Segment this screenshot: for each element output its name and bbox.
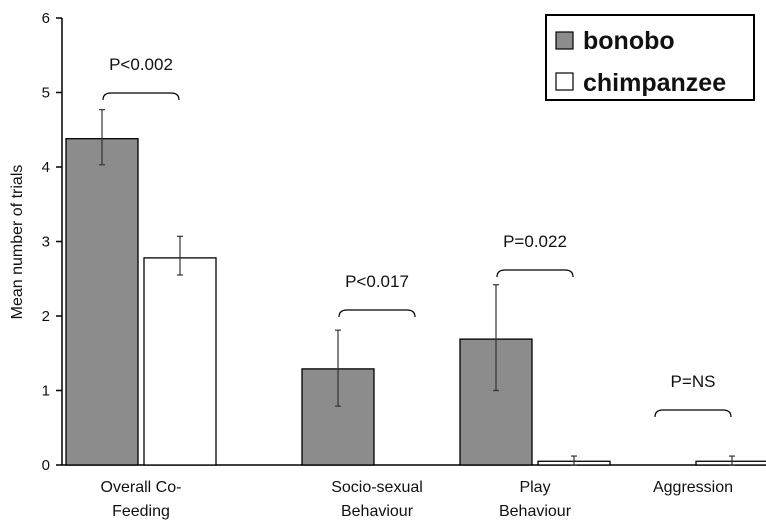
legend-label-bonobo: bonobo (583, 27, 675, 55)
significance-bracket (338, 309, 416, 318)
legend: bonobo chimpanzee (545, 14, 755, 101)
y-tick-label: 5 (42, 85, 50, 102)
x-category-label: Feeding (112, 503, 170, 520)
y-tick-label: 3 (42, 234, 50, 251)
y-tick-label: 2 (42, 308, 50, 325)
x-category-label: Play (519, 479, 550, 496)
significance-label: P<0.002 (109, 55, 173, 74)
significance-bracket (102, 92, 180, 101)
legend-label-chimpanzee: chimpanzee (583, 69, 726, 97)
y-tick-label: 4 (42, 159, 50, 176)
bar-bonobo-1 (301, 368, 375, 466)
x-category-label: Behaviour (341, 503, 414, 520)
bar-bonobo-0 (65, 138, 139, 466)
x-category-label: Behaviour (499, 503, 572, 520)
significance-label: P=0.022 (503, 232, 567, 251)
y-tick-label: 1 (42, 383, 50, 400)
legend-swatch-bonobo (555, 31, 574, 50)
significance-label: P=NS (671, 372, 716, 391)
legend-box (545, 14, 755, 101)
significance-bracket (496, 269, 574, 278)
plot-area: 0 1 2 3 4 5 6 Overall Co- Feeding Socio-sexual Beh… (42, 10, 766, 520)
y-tick-label: 0 (42, 457, 50, 474)
significance-label: P<0.017 (345, 272, 409, 291)
x-category-label: Socio-sexual (331, 479, 423, 496)
bar-chimpanzee-0 (143, 257, 217, 466)
significance-bracket (654, 409, 732, 418)
x-category-label: Overall Co- (101, 479, 182, 496)
legend-swatch-chimpanzee (555, 72, 574, 91)
x-category-label: Aggression (653, 479, 733, 496)
y-tick-label: 6 (42, 10, 50, 27)
y-axis-title: Mean number of trials (9, 165, 26, 320)
